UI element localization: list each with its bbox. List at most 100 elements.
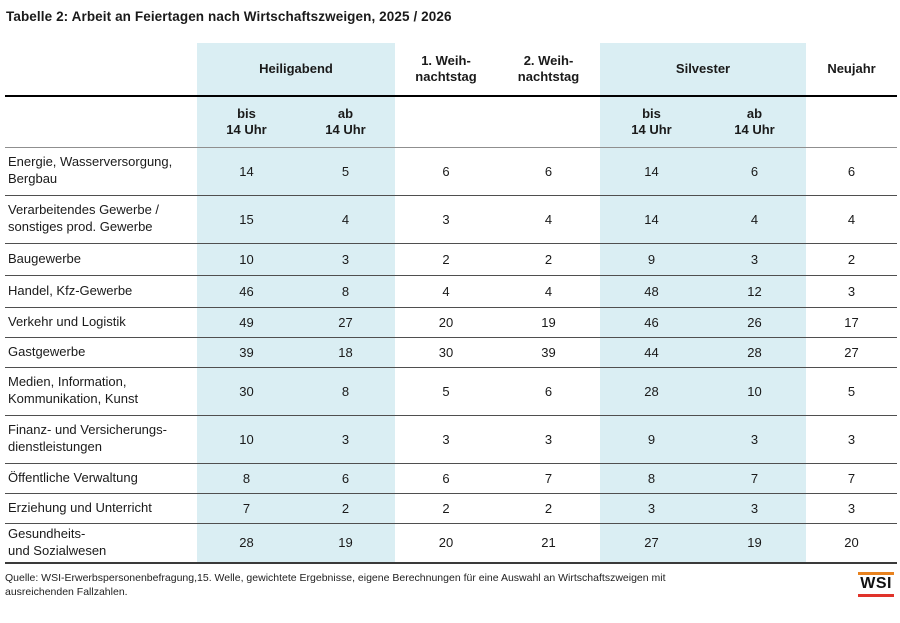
cell-value: 6	[703, 147, 807, 196]
page-title: Tabelle 2: Arbeit an Feiertagen nach Wir…	[6, 9, 452, 24]
footer: Quelle: WSI-Erwerbspersonenbefragung,15.…	[5, 571, 895, 599]
cell-value: 6	[497, 367, 600, 416]
row-label: Verkehr und Logistik	[5, 307, 197, 338]
cell-value: 2	[395, 493, 497, 524]
cell-value: 27	[296, 307, 395, 338]
table-row: Handel, Kfz-Gewerbe 46 8 4 4 48 12 3	[5, 275, 898, 308]
table-row: Energie, Wasserversorgung, Bergbau 14 5 …	[5, 147, 898, 196]
cell-value: 8	[197, 463, 296, 494]
cell-value: 12	[703, 275, 807, 308]
empty-cell	[395, 96, 497, 148]
row-label: Verarbeitendes Gewerbe / sonstiges prod.…	[5, 195, 197, 244]
cell-value: 21	[497, 523, 600, 564]
cell-value: 3	[806, 493, 898, 524]
table-row: Öffentliche Verwaltung 8 6 6 7 8 7 7	[5, 463, 898, 494]
cell-value: 28	[600, 367, 703, 416]
empty-cell	[806, 96, 898, 148]
cell-value: 6	[395, 147, 497, 196]
cell-value: 6	[296, 463, 395, 494]
table-row: Medien, Information, Kommunikation, Kuns…	[5, 367, 898, 416]
cell-value: 15	[197, 195, 296, 244]
cell-value: 10	[197, 243, 296, 276]
header-group-row: Heiligabend 1. Weih- nachtstag 2. Weih- …	[5, 43, 898, 97]
cell-value: 19	[296, 523, 395, 564]
column-neujahr: Neujahr	[806, 43, 898, 97]
table-row: Erziehung und Unterricht 7 2 2 2 3 3 3	[5, 493, 898, 524]
cell-value: 39	[497, 337, 600, 368]
cell-value: 9	[600, 243, 703, 276]
row-label: Medien, Information, Kommunikation, Kuns…	[5, 367, 197, 416]
column-group-heiligabend: Heiligabend	[197, 43, 395, 97]
cell-value: 3	[703, 243, 807, 276]
cell-value: 48	[600, 275, 703, 308]
cell-value: 20	[395, 523, 497, 564]
table-row: Verkehr und Logistik 49 27 20 19 46 26 1…	[5, 307, 898, 338]
cell-value: 30	[395, 337, 497, 368]
subcolumn-heiligabend-ab-14: ab 14 Uhr	[296, 96, 395, 148]
cell-value: 3	[806, 415, 898, 464]
cell-value: 19	[703, 523, 807, 564]
cell-value: 5	[806, 367, 898, 416]
row-label: Handel, Kfz-Gewerbe	[5, 275, 197, 308]
cell-value: 7	[497, 463, 600, 494]
cell-value: 27	[806, 337, 898, 368]
column-group-silvester: Silvester	[600, 43, 807, 97]
cell-value: 5	[395, 367, 497, 416]
cell-value: 4	[497, 275, 600, 308]
row-label: Baugewerbe	[5, 243, 197, 276]
corner-cell	[5, 43, 197, 97]
row-label: Erziehung und Unterricht	[5, 493, 197, 524]
cell-value: 17	[806, 307, 898, 338]
cell-value: 8	[296, 367, 395, 416]
cell-value: 14	[600, 195, 703, 244]
cell-value: 3	[703, 493, 807, 524]
cell-value: 8	[600, 463, 703, 494]
cell-value: 3	[600, 493, 703, 524]
cell-value: 2	[497, 243, 600, 276]
cell-value: 4	[296, 195, 395, 244]
cell-value: 4	[703, 195, 807, 244]
cell-value: 2	[296, 493, 395, 524]
cell-value: 10	[197, 415, 296, 464]
cell-value: 6	[395, 463, 497, 494]
cell-value: 39	[197, 337, 296, 368]
cell-value: 46	[600, 307, 703, 338]
cell-value: 8	[296, 275, 395, 308]
table-row: Gesundheits- und Sozialwesen 28 19 20 21…	[5, 523, 898, 564]
empty-cell	[5, 96, 197, 148]
holiday-work-table: Heiligabend 1. Weih- nachtstag 2. Weih- …	[5, 43, 898, 564]
cell-value: 2	[497, 493, 600, 524]
column-weihnachtstag-1: 1. Weih- nachtstag	[395, 43, 497, 97]
table-row: Gastgewerbe 39 18 30 39 44 28 27	[5, 337, 898, 368]
cell-value: 14	[600, 147, 703, 196]
subcolumn-heiligabend-bis-14: bis 14 Uhr	[197, 96, 296, 148]
cell-value: 2	[806, 243, 898, 276]
cell-value: 7	[806, 463, 898, 494]
cell-value: 14	[197, 147, 296, 196]
cell-value: 28	[703, 337, 807, 368]
cell-value: 10	[703, 367, 807, 416]
cell-value: 3	[497, 415, 600, 464]
source-note: Quelle: WSI-Erwerbspersonenbefragung,15.…	[5, 572, 666, 599]
cell-value: 18	[296, 337, 395, 368]
cell-value: 3	[296, 415, 395, 464]
row-label: Gastgewerbe	[5, 337, 197, 368]
cell-value: 3	[296, 243, 395, 276]
cell-value: 3	[395, 195, 497, 244]
row-label: Energie, Wasserversorgung, Bergbau	[5, 147, 197, 196]
cell-value: 20	[806, 523, 898, 564]
cell-value: 3	[395, 415, 497, 464]
cell-value: 20	[395, 307, 497, 338]
row-label: Finanz- und Versicherungs- dienstleistun…	[5, 415, 197, 464]
subcolumn-silvester-bis-14: bis 14 Uhr	[600, 96, 703, 148]
cell-value: 7	[703, 463, 807, 494]
cell-value: 49	[197, 307, 296, 338]
column-weihnachtstag-2: 2. Weih- nachtstag	[497, 43, 600, 97]
row-label: Öffentliche Verwaltung	[5, 463, 197, 494]
table-row: Finanz- und Versicherungs- dienstleistun…	[5, 415, 898, 464]
cell-value: 30	[197, 367, 296, 416]
cell-value: 6	[497, 147, 600, 196]
cell-value: 27	[600, 523, 703, 564]
cell-value: 4	[806, 195, 898, 244]
cell-value: 3	[806, 275, 898, 308]
